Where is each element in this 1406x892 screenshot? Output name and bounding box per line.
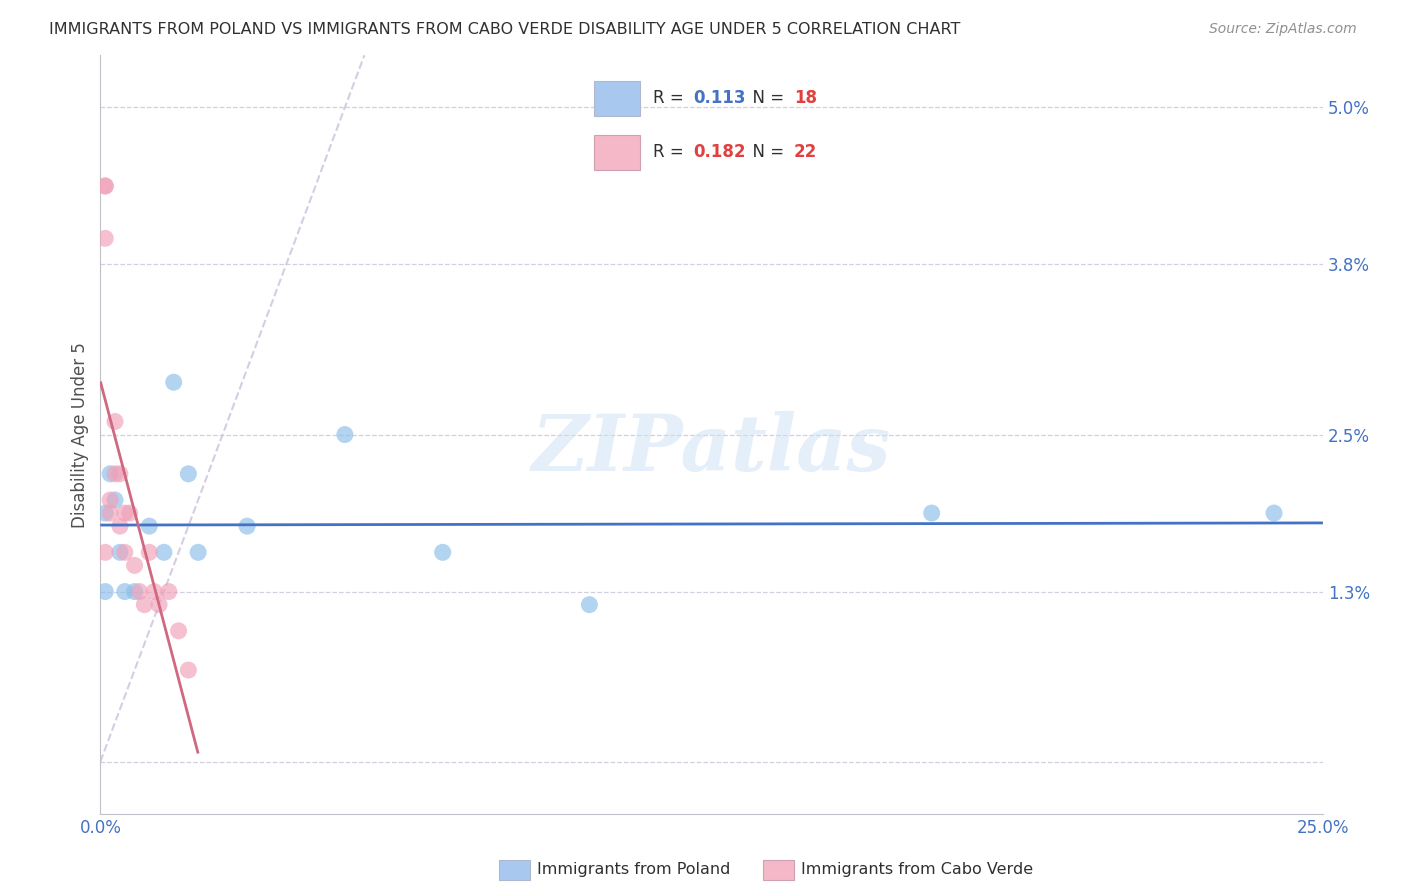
Point — [94, 231, 117, 245]
Point — [98, 493, 121, 508]
Point — [153, 545, 176, 559]
Y-axis label: Disability Age Under 5: Disability Age Under 5 — [72, 342, 89, 527]
Point — [134, 598, 156, 612]
Point — [143, 584, 166, 599]
Text: ZIPatlas: ZIPatlas — [531, 411, 891, 488]
Text: IMMIGRANTS FROM POLAND VS IMMIGRANTS FROM CABO VERDE DISABILITY AGE UNDER 5 CORR: IMMIGRANTS FROM POLAND VS IMMIGRANTS FRO… — [49, 22, 960, 37]
Point — [167, 624, 190, 638]
Point — [94, 584, 117, 599]
Point — [114, 545, 136, 559]
Point — [94, 545, 117, 559]
Point — [94, 506, 117, 520]
Point — [114, 584, 136, 599]
Point — [118, 506, 141, 520]
Point — [114, 506, 136, 520]
Point — [108, 467, 131, 481]
Point — [98, 506, 121, 520]
Text: Immigrants from Cabo Verde: Immigrants from Cabo Verde — [801, 863, 1033, 877]
Point — [138, 519, 160, 533]
Point — [578, 598, 600, 612]
Point — [163, 376, 186, 390]
Point — [98, 467, 121, 481]
Point — [148, 598, 170, 612]
Point — [333, 427, 356, 442]
Point — [177, 467, 200, 481]
Point — [177, 663, 200, 677]
Point — [1263, 506, 1285, 520]
Point — [157, 584, 180, 599]
Point — [108, 545, 131, 559]
Point — [104, 467, 127, 481]
Text: Source: ZipAtlas.com: Source: ZipAtlas.com — [1209, 22, 1357, 37]
Point — [104, 415, 127, 429]
Point — [236, 519, 259, 533]
Point — [94, 178, 117, 193]
Point — [104, 493, 127, 508]
Point — [187, 545, 209, 559]
Point — [94, 178, 117, 193]
Point — [108, 519, 131, 533]
Point — [432, 545, 454, 559]
Point — [124, 584, 146, 599]
Point — [128, 584, 150, 599]
Point — [124, 558, 146, 573]
Point — [921, 506, 943, 520]
Text: Immigrants from Poland: Immigrants from Poland — [537, 863, 731, 877]
Point — [138, 545, 160, 559]
